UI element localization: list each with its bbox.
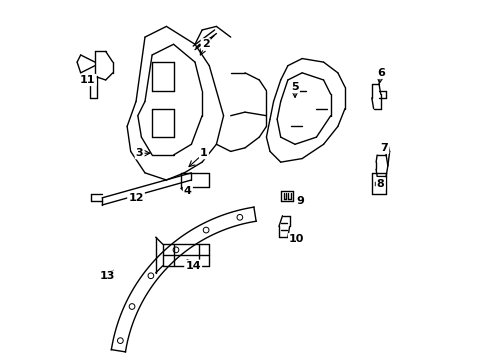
Text: 7: 7	[380, 143, 388, 153]
Text: 13: 13	[100, 271, 115, 282]
Text: 10: 10	[289, 234, 304, 244]
Text: 11: 11	[80, 75, 96, 85]
Text: 5: 5	[291, 82, 299, 92]
Text: 3: 3	[136, 148, 144, 158]
Text: 8: 8	[377, 179, 385, 189]
Text: 6: 6	[377, 68, 385, 78]
Text: 1: 1	[200, 148, 208, 158]
Text: 12: 12	[128, 193, 144, 203]
Text: 2: 2	[202, 39, 210, 49]
Text: 14: 14	[185, 261, 201, 271]
Text: 9: 9	[296, 197, 304, 206]
Text: 4: 4	[184, 186, 192, 196]
